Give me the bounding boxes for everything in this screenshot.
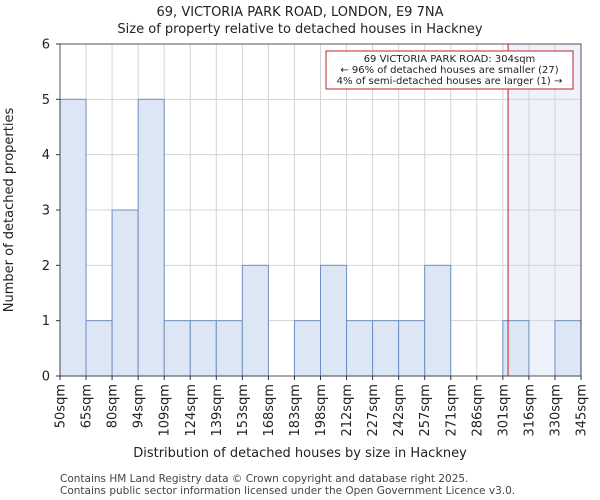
x-tick-label: 316sqm [522, 384, 537, 437]
annotation-line-2: ← 96% of detached houses are smaller (27… [340, 65, 558, 76]
bar-198sqm [320, 264, 348, 377]
bar-50sqm [59, 98, 87, 377]
y-tick-label: 2 [42, 259, 50, 274]
bar-65sqm [85, 320, 113, 377]
x-axis-label: Distribution of detached houses by size … [133, 446, 467, 461]
x-tick-label: 242sqm [392, 384, 407, 437]
bar-94sqm [137, 98, 165, 377]
y-tick-label: 4 [42, 148, 50, 163]
bars [59, 98, 582, 377]
x-tick-label: 257sqm [418, 384, 433, 437]
x-tick-label: 345sqm [575, 384, 590, 437]
chart-subtitle: Size of property relative to detached ho… [117, 22, 482, 37]
x-tick-label: 271sqm [444, 384, 459, 437]
x-tick-label: 65sqm [80, 384, 95, 428]
x-tick-label: 286sqm [470, 384, 485, 437]
x-tick-label: 212sqm [340, 384, 355, 437]
bar-183sqm [293, 320, 322, 377]
annotation-box: 69 VICTORIA PARK ROAD: 304sqm ← 96% of d… [325, 50, 574, 90]
bar-301sqm [502, 320, 530, 377]
x-tick-label: 124sqm [184, 384, 199, 437]
y-tick-label: 1 [42, 314, 50, 329]
chart-title: 69, VICTORIA PARK ROAD, LONDON, E9 7NA [157, 5, 444, 20]
x-tick-label: 139sqm [210, 384, 225, 437]
y-tick-label: 3 [42, 204, 50, 219]
footer-line-2: Contains public sector information licen… [60, 485, 515, 497]
x-tick-label: 50sqm [54, 384, 69, 428]
x-tick-label: 109sqm [158, 384, 173, 437]
bar-227sqm [372, 320, 400, 377]
y-axis-ticks: 0 1 2 3 4 5 6 [42, 38, 60, 385]
y-axis-label: Number of detached properties [2, 108, 17, 313]
y-tick-label: 0 [42, 370, 50, 385]
bar-109sqm [163, 320, 191, 377]
bar-242sqm [398, 320, 426, 377]
x-tick-label: 227sqm [366, 384, 381, 437]
x-tick-label: 198sqm [314, 384, 329, 437]
annotation-line-3: 4% of semi-detached houses are larger (1… [337, 76, 563, 87]
x-axis-ticks: 50sqm 65sqm 80sqm 94sqm 109sqm 124sqm 139sqm 15… [54, 376, 590, 437]
bar-330sqm [554, 320, 582, 377]
bar-212sqm [346, 320, 374, 377]
bar-124sqm [189, 320, 217, 377]
bar-153sqm [241, 264, 269, 377]
annotation-line-1: 69 VICTORIA PARK ROAD: 304sqm [364, 54, 536, 65]
y-tick-label: 5 [42, 93, 50, 108]
y-tick-label: 6 [42, 38, 50, 53]
x-tick-label: 153sqm [236, 384, 251, 437]
x-tick-label: 80sqm [106, 384, 121, 428]
bar-80sqm [111, 209, 139, 377]
footer-line-1: Contains HM Land Registry data © Crown c… [60, 473, 468, 485]
x-tick-label: 183sqm [288, 384, 303, 437]
bar-139sqm [215, 320, 243, 377]
x-tick-label: 94sqm [132, 384, 147, 428]
x-tick-label: 301sqm [496, 384, 511, 437]
bar-257sqm [424, 264, 452, 377]
x-tick-label: 330sqm [548, 384, 563, 437]
x-tick-label: 168sqm [262, 384, 277, 437]
